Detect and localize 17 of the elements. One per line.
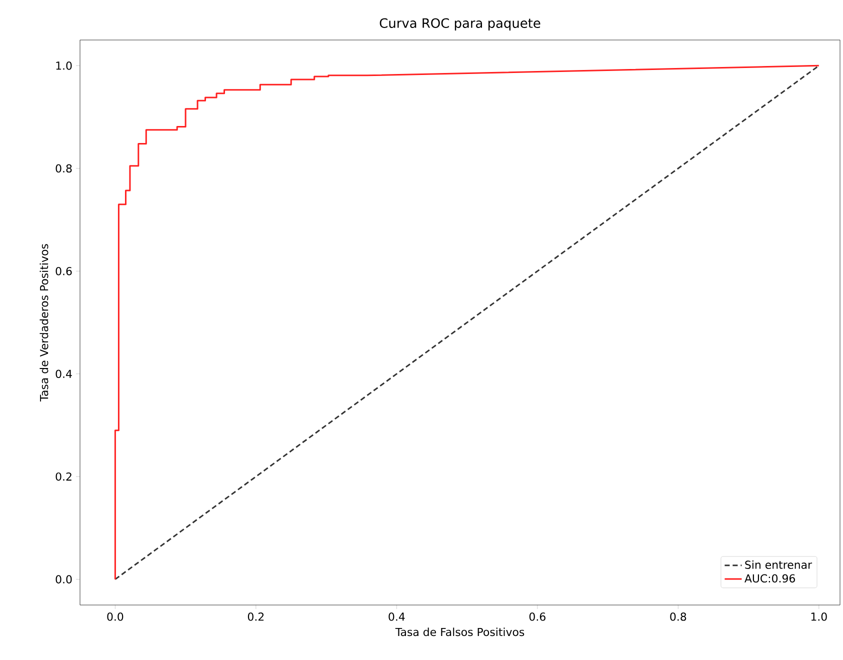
y-tick-label: 0.2 — [56, 472, 72, 481]
legend-label: Sin entrenar — [745, 560, 812, 569]
x-tick-label: 0.6 — [529, 612, 546, 621]
x-tick-label: 0.8 — [670, 612, 686, 621]
y-axis-title: Tasa de Verdaderos Positivos — [40, 244, 48, 402]
x-tick-label: 0.0 — [107, 612, 124, 621]
legend-label: AUC:0.96 — [744, 574, 796, 583]
chart-title: Curva ROC para paquete — [380, 18, 540, 30]
x-tick-label: 0.2 — [248, 612, 264, 621]
y-tick-label: 1.0 — [56, 62, 72, 70]
x-axis-title: Tasa de Falsos Positivos — [395, 628, 524, 636]
x-tick-label: 0.4 — [388, 612, 405, 621]
y-tick-label: 0.0 — [56, 575, 72, 584]
y-tick-label: 0.4 — [56, 370, 72, 378]
x-tick-label: 1.0 — [811, 612, 827, 621]
y-tick-label: 0.6 — [56, 266, 72, 276]
y-tick-label: 0.8 — [56, 164, 72, 173]
